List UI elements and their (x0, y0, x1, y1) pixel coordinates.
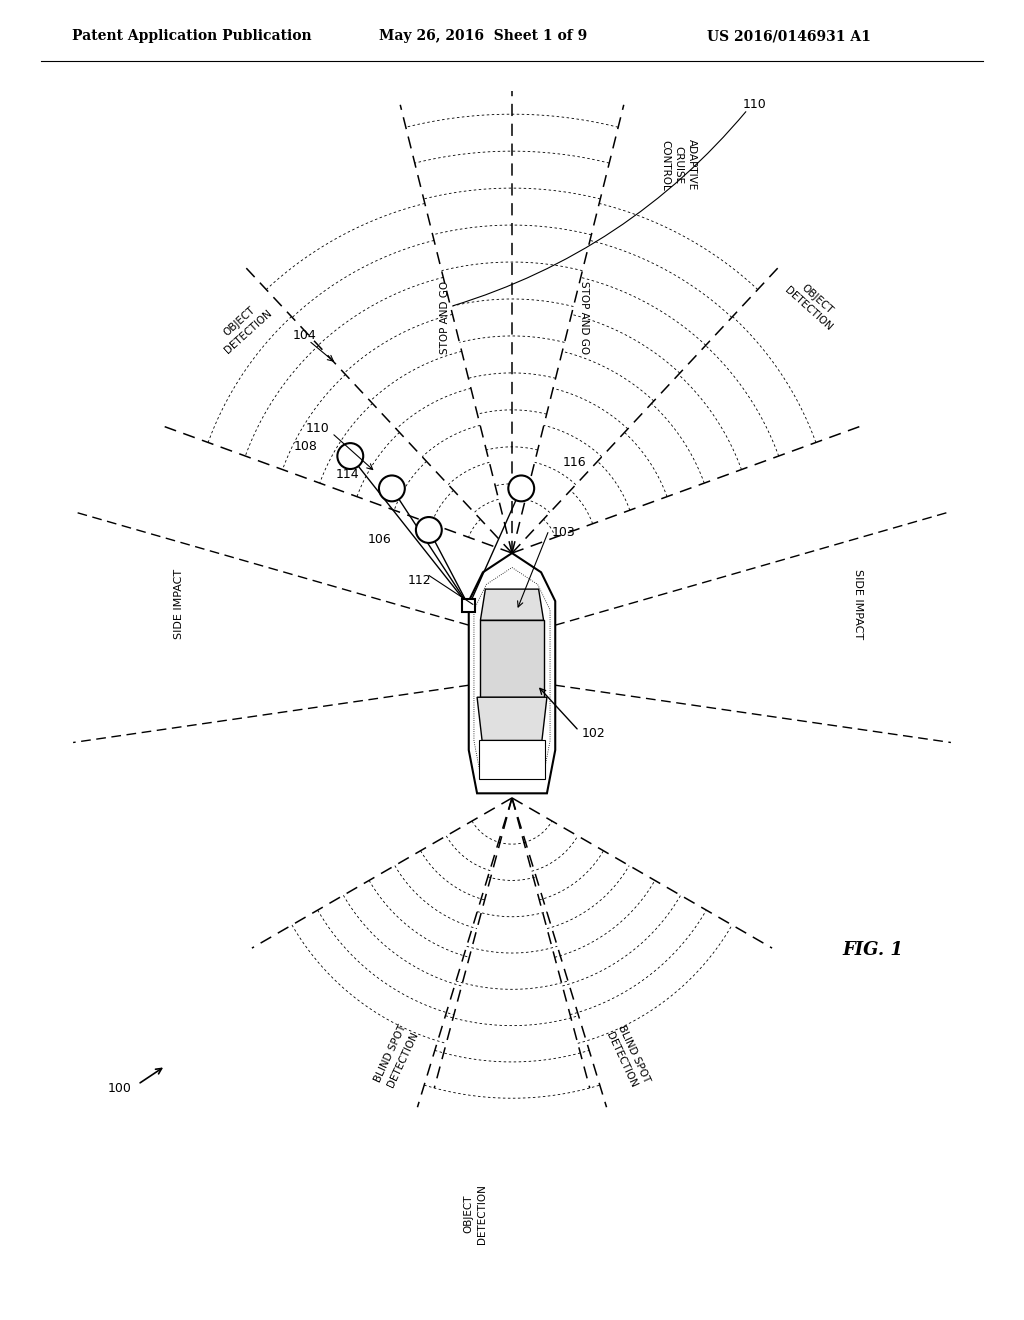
Text: BLIND SPOT
DETECTION: BLIND SPOT DETECTION (373, 1023, 420, 1090)
Circle shape (337, 444, 364, 469)
Text: 112: 112 (408, 574, 431, 587)
Text: 104: 104 (292, 330, 316, 342)
Circle shape (379, 475, 404, 502)
Text: 108: 108 (294, 441, 318, 453)
Text: 110: 110 (743, 99, 767, 111)
Text: 114: 114 (336, 469, 359, 480)
Polygon shape (480, 620, 544, 697)
Text: Patent Application Publication: Patent Application Publication (72, 29, 311, 44)
Text: SIDE IMPACT: SIDE IMPACT (174, 569, 184, 639)
Text: 106: 106 (369, 533, 392, 545)
Text: STOP AND GO: STOP AND GO (579, 281, 589, 354)
Text: OBJECT
DETECTION: OBJECT DETECTION (782, 275, 843, 333)
Text: May 26, 2016  Sheet 1 of 9: May 26, 2016 Sheet 1 of 9 (379, 29, 587, 44)
Text: 102: 102 (582, 727, 605, 739)
Text: 116: 116 (563, 457, 587, 470)
Bar (462, 599, 475, 612)
Text: OBJECT
DETECTION: OBJECT DETECTION (214, 298, 274, 355)
Polygon shape (480, 589, 544, 620)
Circle shape (416, 517, 441, 543)
Text: ADAPTIVE
CRUISE
CONTROL: ADAPTIVE CRUISE CONTROL (660, 140, 696, 190)
Polygon shape (477, 697, 547, 741)
Text: US 2016/0146931 A1: US 2016/0146931 A1 (707, 29, 870, 44)
Text: 103: 103 (551, 525, 575, 539)
Text: STOP AND GO: STOP AND GO (440, 281, 450, 354)
Text: OBJECT
DETECTION: OBJECT DETECTION (464, 1184, 486, 1243)
Text: 110: 110 (306, 422, 330, 434)
Text: 100: 100 (108, 1082, 131, 1096)
Polygon shape (469, 553, 555, 793)
Text: SIDE IMPACT: SIDE IMPACT (853, 569, 863, 639)
Polygon shape (479, 741, 545, 779)
Circle shape (508, 475, 535, 502)
Text: FIG. 1: FIG. 1 (842, 941, 903, 960)
Text: BLIND SPOT
DETECTION: BLIND SPOT DETECTION (604, 1023, 651, 1090)
